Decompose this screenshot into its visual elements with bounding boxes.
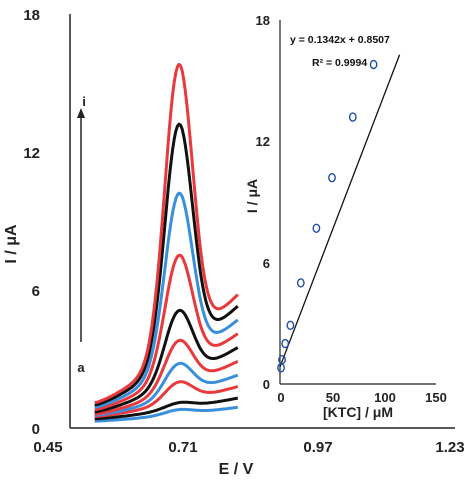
inset-plot: 0 6 12 18 0 50 100 150 [KTC] / μM I / μA… [244,13,447,420]
voltammogram-curve [94,62,239,405]
main-x-axis-title: E / V [219,461,254,478]
regression-equation: y = 0.1342x + 0.8507 [290,34,390,46]
inset-data-point [281,338,290,349]
main-y-tick-label: 12 [23,145,40,162]
inset-y-tick-labels: 0 6 12 18 [256,13,270,392]
main-x-tick-label: 0.71 [168,439,197,456]
voltammogram-curve [94,361,239,417]
inset-data-point [286,320,295,331]
inset-x-tick-label: 150 [425,390,447,405]
inset-background [280,20,436,384]
inset-y-tick-label: 6 [263,256,270,271]
r-squared-label: R² = 0.9994 [312,57,367,69]
inset-data-point [348,112,357,122]
main-y-tick-label: 18 [23,7,40,24]
inset-x-tick-label: 50 [326,390,340,405]
voltammogram-curve [94,253,239,412]
inset-x-tick-label: 0 [277,390,284,405]
arrow-bottom-label: a [77,360,85,375]
inset-data-point [296,278,305,288]
inset-y-tick-label: 0 [263,377,270,392]
inset-data-point [312,223,321,233]
main-y-axis-title: I / μA [3,224,20,264]
voltammogram-curve [94,122,239,407]
voltammogram-curve [94,405,238,423]
arrow-head [77,108,85,118]
main-y-tick-label: 6 [32,283,40,300]
voltammogram-curve [94,380,239,418]
voltammogram-curves [94,62,239,423]
inset-data-point [369,59,378,70]
inset-fit-line [279,54,401,368]
voltammogram-curve [94,338,239,416]
inset-data-point [328,173,336,183]
inset-y-axis-title: I / μA [244,179,260,213]
inset-fit-line-group [279,54,401,368]
inset-x-axis-title: [KTC] / μM [323,404,393,420]
arrow-top-label: i [82,94,86,109]
inset-x-tick-label: 100 [374,390,396,405]
inset-y-tick-label: 12 [256,134,270,149]
voltammogram-curve [94,396,239,421]
concentration-arrow: i a [77,94,86,375]
inset-y-tick-label: 18 [256,13,270,28]
main-x-tick-label: 1.23 [435,439,464,456]
inset-x-tick-labels: 0 50 100 150 [277,390,446,405]
main-y-tick-labels: 0 6 12 18 [23,7,40,438]
voltammogram-curve [94,191,239,409]
inset-data-point [278,355,286,365]
main-x-tick-label: 0.45 [33,439,62,456]
main-y-tick-label: 0 [32,421,40,438]
main-x-tick-labels: 0.45 0.71 0.97 1.23 [33,439,464,456]
inset-points-group [277,59,378,373]
main-x-tick-label: 0.97 [303,439,332,456]
voltammogram-curve [94,308,239,414]
